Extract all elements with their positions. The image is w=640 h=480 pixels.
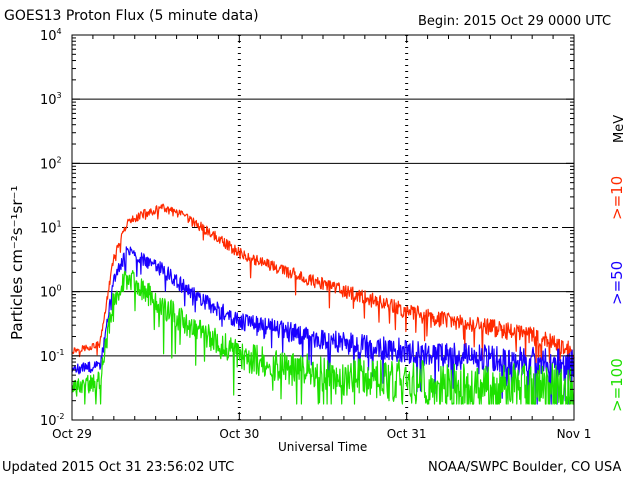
x-tick-label: Oct 31 xyxy=(387,427,427,441)
y-tick-label: 102 xyxy=(40,155,62,172)
chart-title: GOES13 Proton Flux (5 minute data) xyxy=(4,8,259,24)
y-tick-base: 10 xyxy=(40,414,57,429)
y-tick-base: 10 xyxy=(40,93,57,108)
y-tick-exponent: 2 xyxy=(57,155,62,164)
data-layer xyxy=(71,203,575,405)
legend-ge100: >=100 xyxy=(608,358,626,412)
y-tick-exponent: -1 xyxy=(57,348,65,357)
y-tick-exponent: 4 xyxy=(57,27,62,36)
series-line-ge100 xyxy=(71,270,575,405)
legend-units: MeV xyxy=(612,114,627,143)
series-line-ge50 xyxy=(71,246,575,405)
updated-timestamp: Updated 2015 Oct 31 23:56:02 UTC xyxy=(2,460,235,475)
y-tick-base: 10 xyxy=(40,29,57,44)
y-tick-label: 103 xyxy=(40,91,62,108)
credit-label: NOAA/SWPC Boulder, CO USA xyxy=(428,460,622,475)
x-axis-label: Universal Time xyxy=(278,440,368,454)
y-tick-exponent: 1 xyxy=(57,220,62,229)
y-tick-exponent: 0 xyxy=(57,284,62,293)
y-tick-exponent: -2 xyxy=(57,412,65,421)
y-tick-label: 101 xyxy=(40,220,62,237)
y-tick-base: 10 xyxy=(40,157,57,172)
y-tick-label: 10-1 xyxy=(40,348,65,365)
x-tick-label: Nov 1 xyxy=(557,427,592,441)
x-tick-label: Oct 30 xyxy=(219,427,259,441)
x-tick-label: Oct 29 xyxy=(52,427,92,441)
y-tick-base: 10 xyxy=(40,350,57,365)
y-tick-label: 10-2 xyxy=(40,412,65,429)
y-tick-base: 10 xyxy=(40,286,57,301)
series-line-ge10 xyxy=(71,203,575,382)
y-tick-label: 104 xyxy=(40,27,62,44)
y-tick-label: 100 xyxy=(40,284,62,301)
y-tick-exponent: 3 xyxy=(57,91,62,100)
begin-time-label: Begin: 2015 Oct 29 0000 UTC xyxy=(418,14,612,29)
y-tick-base: 10 xyxy=(40,222,57,237)
y-axis-label: Particles cm⁻²s⁻¹sr⁻¹ xyxy=(8,185,26,340)
legend-ge10: >=10 xyxy=(608,175,626,220)
legend-ge50: >=50 xyxy=(608,260,626,305)
grid-layer xyxy=(72,35,574,420)
